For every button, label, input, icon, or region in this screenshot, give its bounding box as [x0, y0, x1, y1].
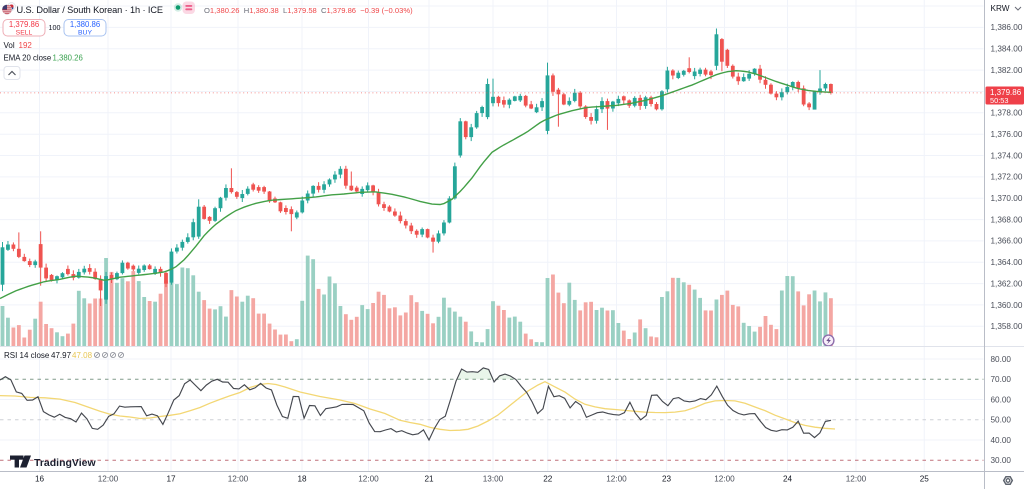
svg-text:17: 17 — [166, 475, 176, 484]
svg-text:12:00: 12:00 — [358, 475, 379, 484]
svg-text:RSI 14 close: RSI 14 close — [4, 351, 50, 360]
svg-text:1,374.00: 1,374.00 — [991, 151, 1023, 160]
svg-text:21: 21 — [424, 475, 434, 484]
svg-text:1,368.00: 1,368.00 — [991, 215, 1023, 224]
svg-text:1,380.26: 1,380.26 — [53, 54, 83, 63]
svg-text:SELL: SELL — [16, 30, 33, 37]
svg-text:192: 192 — [19, 41, 33, 50]
svg-text:O1,380.26 H1,380.38 L1,379.5: O1,380.26 H1,380.38 L1,379.58 C1,379.86 … — [204, 6, 413, 15]
svg-text:12:00: 12:00 — [606, 475, 627, 484]
svg-text:23: 23 — [662, 475, 672, 484]
svg-text:40.00: 40.00 — [991, 436, 1012, 445]
svg-text:1,378.00: 1,378.00 — [991, 109, 1023, 118]
svg-text:24: 24 — [783, 475, 793, 484]
svg-text:13:00: 13:00 — [483, 475, 504, 484]
svg-text:1,380.86: 1,380.86 — [70, 20, 100, 29]
svg-text:KRW: KRW — [991, 4, 1010, 13]
svg-text:1,362.00: 1,362.00 — [991, 279, 1023, 288]
svg-text:EMA 20 close: EMA 20 close — [4, 54, 52, 63]
svg-text:70.00: 70.00 — [991, 375, 1012, 384]
svg-text:30.00: 30.00 — [991, 456, 1012, 465]
svg-text:12:00: 12:00 — [714, 475, 735, 484]
svg-text:1,376.00: 1,376.00 — [991, 130, 1023, 139]
svg-text:47.08: 47.08 — [72, 351, 93, 360]
svg-text:80.00: 80.00 — [991, 355, 1012, 364]
svg-text:12:00: 12:00 — [98, 475, 119, 484]
svg-text:50:53: 50:53 — [990, 96, 1009, 105]
svg-text:18: 18 — [297, 475, 307, 484]
svg-text:1,384.00: 1,384.00 — [991, 45, 1023, 54]
svg-text:1,370.00: 1,370.00 — [991, 194, 1023, 203]
svg-text:47.97: 47.97 — [51, 351, 72, 360]
svg-text:1,366.00: 1,366.00 — [991, 237, 1023, 246]
svg-text:1,372.00: 1,372.00 — [991, 173, 1023, 182]
svg-text:100: 100 — [49, 23, 61, 32]
svg-text:16: 16 — [35, 475, 45, 484]
svg-text:22: 22 — [543, 475, 553, 484]
svg-text:25: 25 — [920, 475, 930, 484]
svg-text:Vol: Vol — [4, 41, 15, 50]
svg-text:1,360.00: 1,360.00 — [991, 301, 1023, 310]
svg-text:12:00: 12:00 — [846, 475, 867, 484]
svg-text:TradingView: TradingView — [34, 457, 96, 469]
svg-text:BUY: BUY — [78, 30, 92, 37]
svg-text:1,358.00: 1,358.00 — [991, 322, 1023, 331]
svg-text:U.S. Dollar / South Korean · 1: U.S. Dollar / South Korean · 1h · ICE — [17, 5, 163, 15]
svg-text:12:00: 12:00 — [228, 475, 249, 484]
svg-text:1,364.00: 1,364.00 — [991, 258, 1023, 267]
svg-text:1,379.86: 1,379.86 — [9, 20, 39, 29]
svg-text:1,382.00: 1,382.00 — [991, 66, 1023, 75]
svg-text:50.00: 50.00 — [991, 416, 1012, 425]
svg-text:1,386.00: 1,386.00 — [991, 23, 1023, 32]
svg-text:1,379.86: 1,379.86 — [990, 88, 1022, 97]
svg-text:60.00: 60.00 — [991, 395, 1012, 404]
